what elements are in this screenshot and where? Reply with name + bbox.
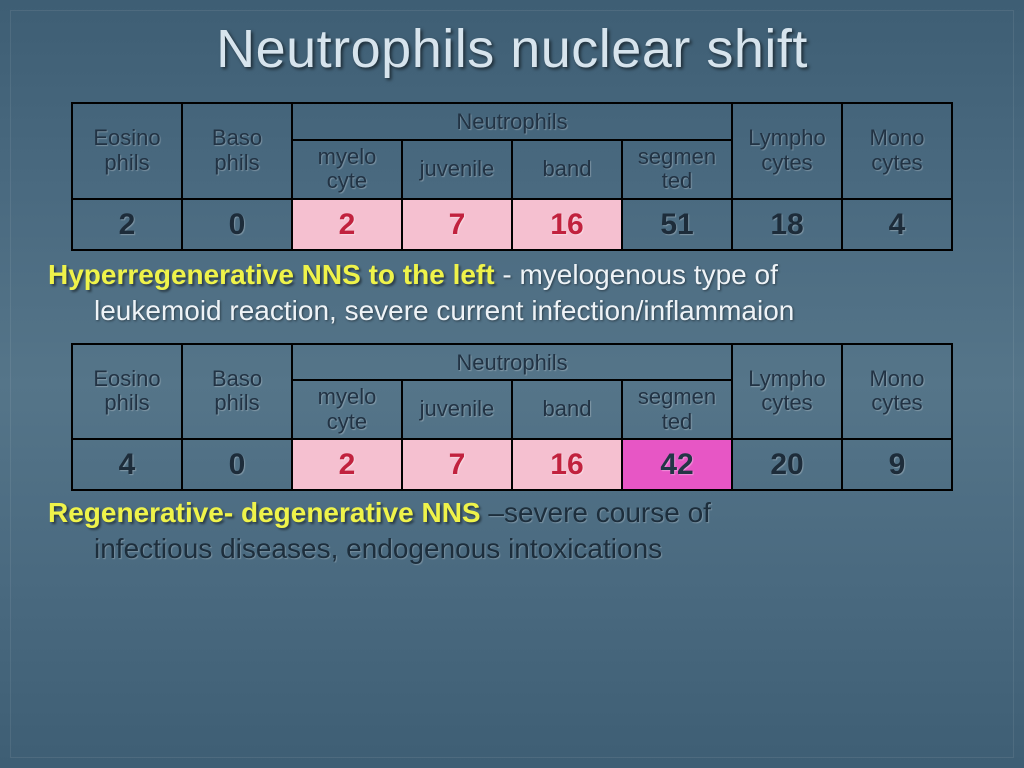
col-eosino: Eosinophils xyxy=(72,344,182,440)
cell-baso: 0 xyxy=(182,199,292,250)
table-header-row-1: Eosinophils Basophils Neutrophils Lympho… xyxy=(72,103,952,140)
cell-band: 16 xyxy=(512,199,622,250)
col-baso: Basophils xyxy=(182,103,292,199)
col-lympho: Lymphocytes xyxy=(732,344,842,440)
cell-segmented: 51 xyxy=(622,199,732,250)
col-segmented: segmented xyxy=(622,380,732,439)
cell-lympho: 20 xyxy=(732,439,842,490)
caption-1-bold: Hyperregenerative NNS to the left xyxy=(48,259,495,290)
col-mono: Monocytes xyxy=(842,103,952,199)
blood-table-1: Eosinophils Basophils Neutrophils Lympho… xyxy=(71,102,953,251)
cell-lympho: 18 xyxy=(732,199,842,250)
col-baso: Basophils xyxy=(182,344,292,440)
table-header-row-1: Eosinophils Basophils Neutrophils Lympho… xyxy=(72,344,952,381)
caption-2-rest-a: –severe course of xyxy=(488,497,711,528)
col-band: band xyxy=(512,140,622,199)
table-data-row: 4 0 2 7 16 42 20 9 xyxy=(72,439,952,490)
col-segmented: segmented xyxy=(622,140,732,199)
caption-2-bold: Regenerative- degenerative NNS xyxy=(48,497,488,528)
caption-2: Regenerative- degenerative NNS –severe c… xyxy=(48,495,976,567)
cell-juvenile: 7 xyxy=(402,199,512,250)
col-neutrophils-group: Neutrophils xyxy=(292,344,732,381)
col-myelo: myelocyte xyxy=(292,140,402,199)
col-eosino: Eosinophils xyxy=(72,103,182,199)
cell-juvenile: 7 xyxy=(402,439,512,490)
col-juvenile: juvenile xyxy=(402,380,512,439)
col-myelo: myelocyte xyxy=(292,380,402,439)
caption-1-rest-a: - myelogenous type of xyxy=(495,259,778,290)
cell-segmented: 42 xyxy=(622,439,732,490)
cell-myelo: 2 xyxy=(292,199,402,250)
cell-band: 16 xyxy=(512,439,622,490)
cell-myelo: 2 xyxy=(292,439,402,490)
col-juvenile: juvenile xyxy=(402,140,512,199)
col-lympho: Lymphocytes xyxy=(732,103,842,199)
caption-1: Hyperregenerative NNS to the left - myel… xyxy=(48,257,976,329)
slide-container: Neutrophils nuclear shift Eosinophils Ba… xyxy=(0,0,1024,768)
cell-baso: 0 xyxy=(182,439,292,490)
table-data-row: 2 0 2 7 16 51 18 4 xyxy=(72,199,952,250)
caption-1-rest-b: leukemoid reaction, severe current infec… xyxy=(48,293,976,329)
page-title: Neutrophils nuclear shift xyxy=(30,18,994,80)
cell-eosino: 2 xyxy=(72,199,182,250)
col-neutrophils-group: Neutrophils xyxy=(292,103,732,140)
cell-mono: 9 xyxy=(842,439,952,490)
caption-2-rest-b: infectious diseases, endogenous intoxica… xyxy=(48,531,976,567)
blood-table-2: Eosinophils Basophils Neutrophils Lympho… xyxy=(71,343,953,492)
col-mono: Monocytes xyxy=(842,344,952,440)
cell-mono: 4 xyxy=(842,199,952,250)
col-band: band xyxy=(512,380,622,439)
cell-eosino: 4 xyxy=(72,439,182,490)
